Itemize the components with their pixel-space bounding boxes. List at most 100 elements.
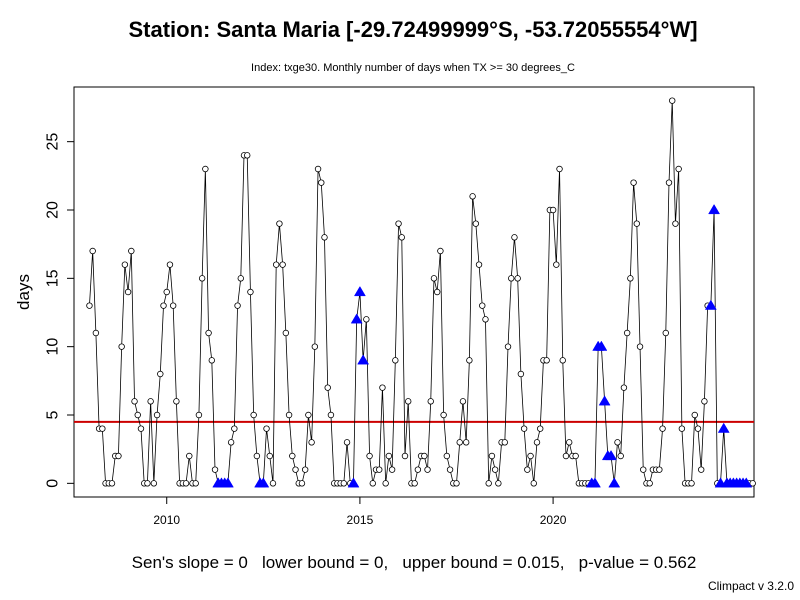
data-point <box>553 261 560 268</box>
data-point <box>688 480 695 487</box>
data-point <box>646 480 653 487</box>
data-point <box>266 452 273 460</box>
data-point <box>504 343 512 350</box>
data-point <box>253 452 261 460</box>
data-point <box>131 398 138 405</box>
data-point <box>318 179 325 186</box>
data-point <box>475 261 483 268</box>
data-point <box>137 425 145 432</box>
missing-marker <box>353 286 366 297</box>
data-point <box>292 466 299 473</box>
data-point <box>376 466 383 473</box>
data-point <box>533 439 541 446</box>
missing-marker <box>589 477 601 488</box>
data-point <box>118 343 125 350</box>
data-point <box>202 165 209 173</box>
data-point <box>659 425 666 432</box>
data-point <box>620 384 628 391</box>
data-point <box>517 370 525 378</box>
data-point <box>672 220 679 227</box>
data-point <box>173 398 180 405</box>
data-point <box>665 179 673 186</box>
data-point <box>411 480 418 487</box>
data-point <box>340 480 348 487</box>
data-point <box>623 329 631 337</box>
data-point <box>633 220 641 227</box>
data-point <box>562 452 570 460</box>
data-point <box>443 452 451 460</box>
data-point <box>298 480 306 487</box>
data-point <box>195 411 203 419</box>
data-point <box>244 152 251 159</box>
data-point <box>430 275 438 282</box>
missing-marker <box>704 299 717 310</box>
data-point <box>147 398 154 405</box>
data-point <box>697 466 705 473</box>
missing-marker <box>350 313 363 324</box>
data-point <box>640 466 647 473</box>
data-point <box>227 439 235 446</box>
data-point <box>694 425 702 432</box>
data-point <box>527 452 534 460</box>
data-point <box>617 452 624 460</box>
series-layer <box>89 100 753 484</box>
data-point <box>192 480 199 487</box>
climpact-credit: Climpact v 3.2.0 <box>708 579 794 593</box>
data-point <box>395 220 402 227</box>
missing-marker <box>257 477 270 488</box>
data-point <box>250 411 257 419</box>
data-point <box>669 97 676 104</box>
missing-marker <box>357 354 370 365</box>
chart-title: Station: Santa Maria [-29.72499999°S, -5… <box>128 17 697 42</box>
data-point <box>234 302 241 309</box>
x-tick-label: 2020 <box>540 513 567 527</box>
data-point <box>301 466 309 473</box>
plot-frame <box>73 86 755 498</box>
data-point <box>549 206 557 214</box>
y-tick-label: 0 <box>45 479 62 488</box>
data-point <box>614 439 621 446</box>
data-point <box>308 439 315 446</box>
missing-marker <box>598 395 611 406</box>
data-point <box>520 425 528 432</box>
data-point <box>472 220 480 227</box>
data-point <box>495 480 502 487</box>
sens-slope-stats: Sen's slope = 0 lower bound = 0, upper b… <box>132 553 697 572</box>
data-point <box>405 398 412 405</box>
data-point <box>163 288 170 296</box>
data-point <box>99 425 106 432</box>
data-point <box>144 480 151 487</box>
y-tick-label: 25 <box>45 133 62 151</box>
series-line <box>89 100 753 484</box>
data-point <box>437 247 444 255</box>
data-point <box>208 357 216 364</box>
missing-layer <box>212 204 753 488</box>
data-point <box>511 234 518 241</box>
data-point <box>491 466 499 473</box>
data-point <box>701 398 708 405</box>
data-point <box>269 480 277 487</box>
missing-marker <box>608 477 621 488</box>
data-point <box>479 302 486 309</box>
data-point <box>160 302 167 309</box>
y-axis: 0 5 10 15 20 25 <box>45 133 75 488</box>
data-point <box>636 343 644 350</box>
data-point <box>662 329 669 337</box>
x-axis: 2010 2015 2020 <box>153 496 567 527</box>
data-point <box>289 452 296 460</box>
y-tick-label: 20 <box>45 201 62 219</box>
x-tick-label: 2010 <box>153 513 180 527</box>
data-point <box>166 261 174 268</box>
missing-marker <box>605 450 617 461</box>
x-tick-label: 2015 <box>347 513 374 527</box>
data-point <box>327 411 335 419</box>
data-point <box>556 165 563 173</box>
data-point <box>186 452 193 460</box>
data-point <box>398 234 405 241</box>
data-point <box>482 316 489 323</box>
data-point <box>285 411 293 419</box>
data-point <box>263 425 270 432</box>
chart-subtitle: Index: txge30. Monthly number of days wh… <box>251 62 575 74</box>
data-point <box>508 275 515 282</box>
